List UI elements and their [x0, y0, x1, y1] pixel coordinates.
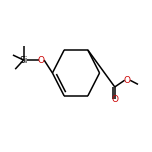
Text: O: O	[124, 76, 131, 85]
Text: O: O	[38, 55, 45, 65]
Text: Si: Si	[19, 55, 28, 65]
Text: O: O	[111, 95, 118, 104]
